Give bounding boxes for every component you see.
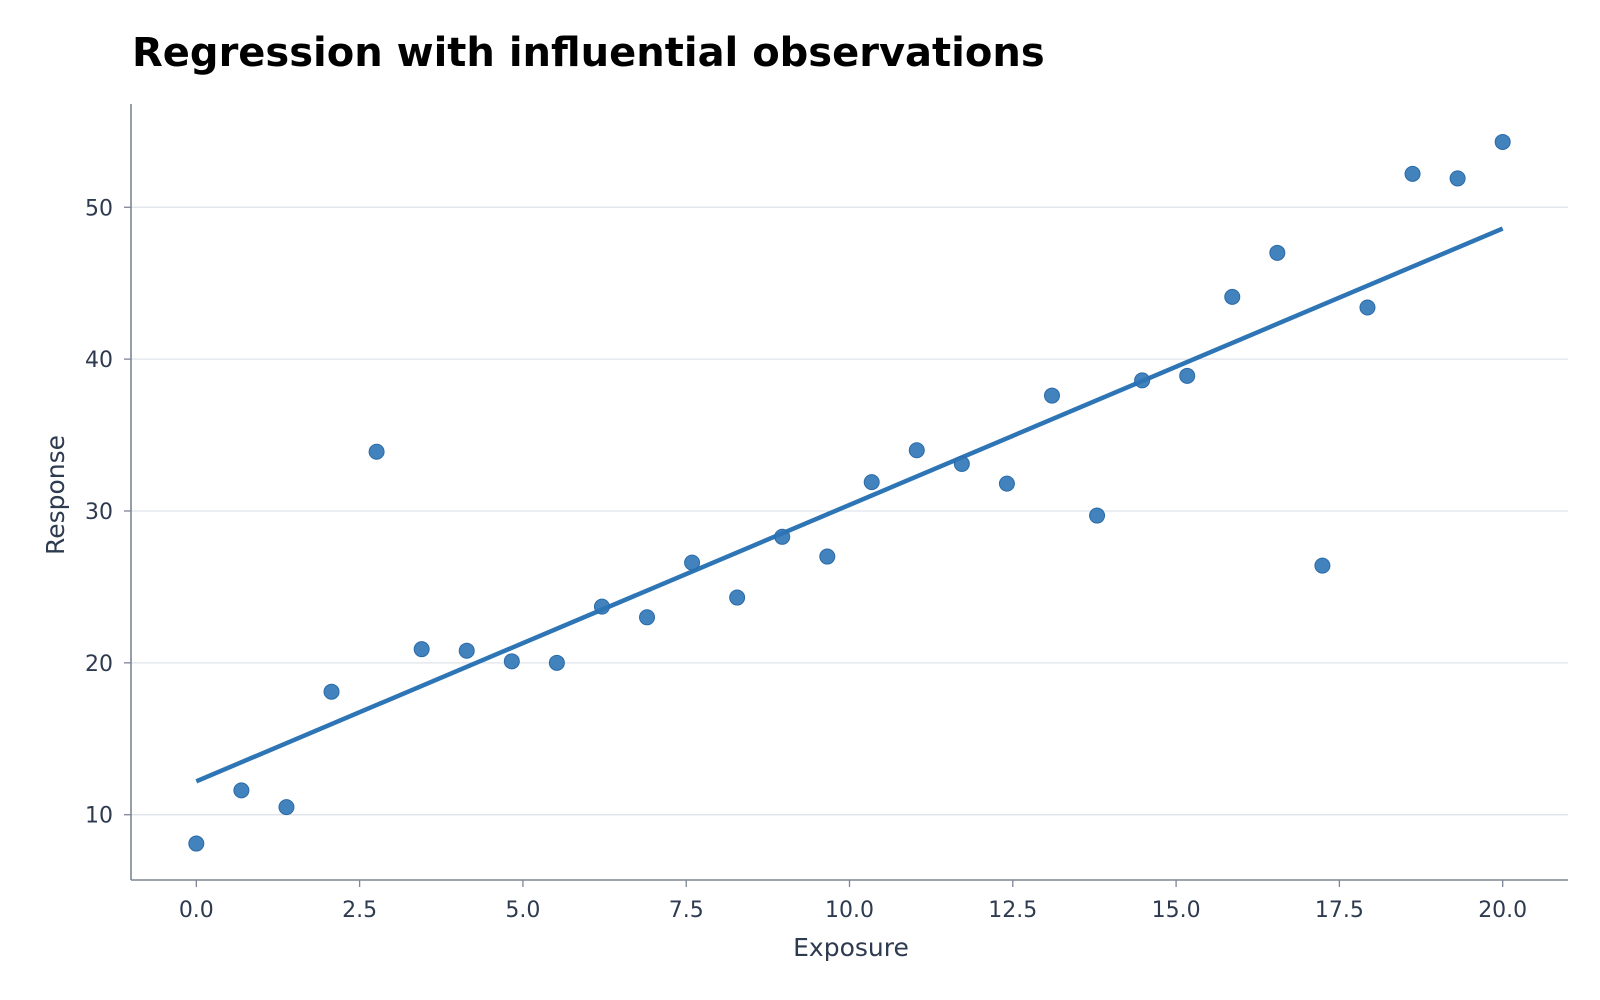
chart-title: Regression with influential observations [132,30,1045,76]
x-tick-label: 0.0 [179,898,214,923]
points-layer [188,133,1511,852]
x-tick-label: 7.5 [669,898,704,923]
data-point [1043,387,1060,404]
data-point [1494,133,1511,150]
data-point [1269,244,1286,261]
data-point [458,642,475,659]
gridlines [131,206,1568,816]
data-point [1134,372,1151,389]
y-tick-label: 40 [85,348,113,373]
x-tick-label: 5.0 [505,898,540,923]
x-tick-label: 20.0 [1478,898,1527,923]
data-point [548,654,565,671]
data-point [729,589,746,606]
y-tick-label: 50 [85,196,113,221]
x-tick-label: 12.5 [988,898,1037,923]
data-point [684,554,701,571]
y-tick-label: 20 [85,652,113,677]
y-tick-label: 10 [85,804,113,829]
data-point [323,683,340,700]
data-point [1359,299,1376,316]
x-tick-label: 10.0 [825,898,874,923]
data-point [503,653,520,670]
x-tick-label: 17.5 [1315,898,1364,923]
data-point [1224,288,1241,305]
data-point [639,609,656,626]
data-point [1314,557,1331,574]
x-tick-label: 2.5 [342,898,377,923]
regression-line [195,226,1504,784]
data-point [278,799,295,816]
data-point [368,443,385,460]
data-point [908,442,925,459]
data-point [188,835,205,852]
data-point [998,475,1015,492]
y-ticks: 10 20 30 40 50 [85,196,131,829]
x-tick-label: 15.0 [1152,898,1201,923]
data-point [1449,170,1466,187]
x-axis-label: Exposure [793,933,909,962]
axes [130,104,1568,881]
data-point [863,474,880,491]
data-point [774,528,791,545]
data-point [1404,165,1421,182]
x-ticks: 0.0 2.5 5.0 7.5 10.0 12.5 15.0 17.5 20.0 [179,880,1527,923]
y-axis-label: Response [41,435,70,555]
data-point [1179,367,1196,384]
y-tick-label: 30 [85,500,113,525]
data-point [233,782,250,799]
data-point [593,598,610,615]
data-point [1089,507,1106,524]
fit-line-layer [195,226,1504,784]
data-point [413,641,430,658]
data-point [819,548,836,565]
data-point [953,455,970,472]
